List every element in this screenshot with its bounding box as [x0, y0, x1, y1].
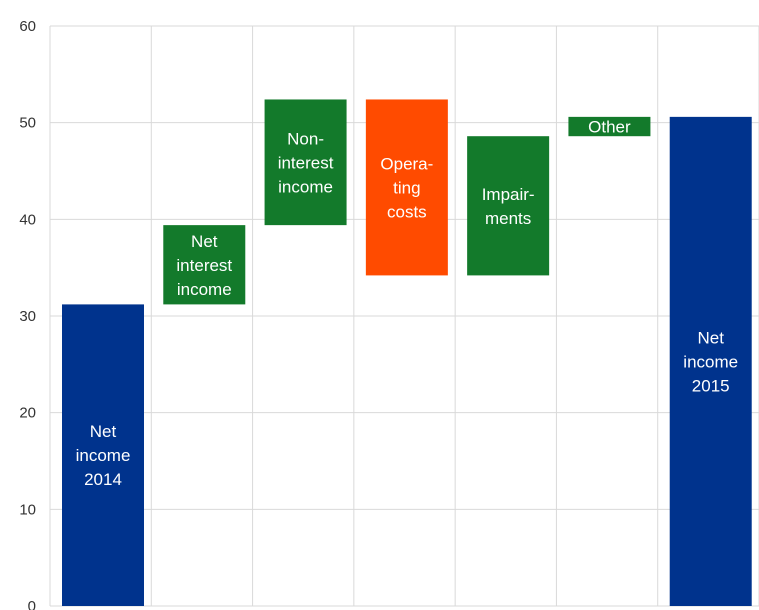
bar-label: 2014 — [84, 470, 122, 489]
bar-label: 2015 — [692, 376, 730, 395]
bar-label: interest — [278, 153, 334, 172]
bar-label: ments — [485, 209, 531, 228]
bar-label: income — [683, 352, 738, 371]
bar-label: Net — [191, 232, 218, 251]
y-tick-label: 60 — [19, 18, 36, 35]
bar — [62, 304, 144, 606]
bar — [568, 116, 651, 137]
bar-label: Net — [90, 422, 117, 441]
y-tick-label: 20 — [19, 405, 36, 422]
bar-label: ting — [393, 178, 420, 197]
bar-group: Net income 2015 — [669, 116, 752, 606]
bar-label: interest — [176, 256, 232, 275]
bar — [365, 99, 448, 276]
bar-group: Net income 2014 — [62, 304, 144, 606]
bar-group: Opera-ting costs — [365, 99, 448, 276]
bar-label: Net — [697, 328, 724, 347]
bar-label: Impair- — [482, 185, 535, 204]
bar — [467, 136, 550, 276]
bar-label: Opera- — [380, 154, 433, 173]
y-tick-label: 30 — [19, 308, 36, 325]
y-axis: 0 10 20 30 40 50 60 — [19, 18, 36, 610]
bar-label: Non- — [287, 129, 324, 148]
bar-label: income — [177, 280, 232, 299]
bar — [163, 225, 246, 305]
bar-label: income — [278, 177, 333, 196]
bar-group: Net interest income — [163, 225, 246, 305]
y-tick-label: 10 — [19, 501, 36, 518]
bars: Netincome2014NetinterestincomeNon-intere… — [62, 99, 752, 606]
bar-label: costs — [387, 202, 427, 221]
bar-group: Impair-ments — [467, 136, 550, 276]
bar — [669, 116, 752, 606]
y-tick-label: 0 — [28, 598, 36, 610]
bar-group: Other — [568, 116, 651, 137]
y-tick-label: 50 — [19, 115, 36, 132]
bar-label: Other — [588, 118, 631, 137]
bar-label: income — [76, 446, 131, 465]
bar-group: Non-interest income — [264, 99, 347, 226]
bar — [264, 99, 347, 226]
y-tick-label: 40 — [19, 211, 36, 228]
